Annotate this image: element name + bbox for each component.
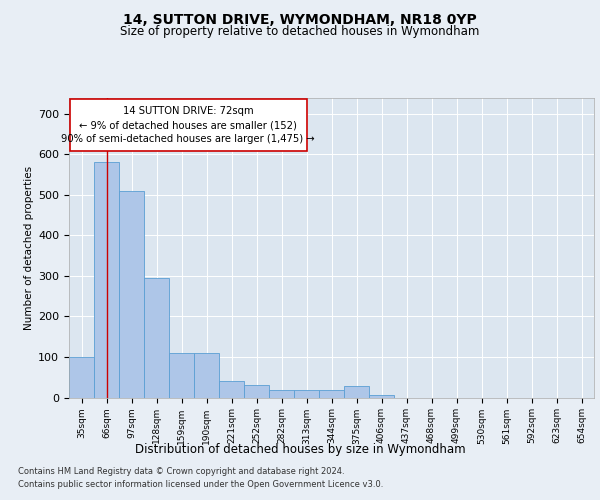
Bar	[244, 386, 269, 398]
Bar	[344, 386, 369, 398]
Bar	[69, 357, 94, 398]
Text: Contains HM Land Registry data © Crown copyright and database right 2024.: Contains HM Land Registry data © Crown c…	[18, 468, 344, 476]
Y-axis label: Number of detached properties: Number of detached properties	[24, 166, 34, 330]
Bar	[269, 390, 294, 398]
Text: Contains public sector information licensed under the Open Government Licence v3: Contains public sector information licen…	[18, 480, 383, 489]
Text: 14 SUTTON DRIVE: 72sqm
← 9% of detached houses are smaller (152)
90% of semi-det: 14 SUTTON DRIVE: 72sqm ← 9% of detached …	[61, 106, 315, 144]
Bar	[119, 190, 144, 398]
Bar	[319, 390, 344, 398]
FancyBboxPatch shape	[70, 99, 307, 151]
Bar	[294, 390, 319, 398]
Bar	[219, 382, 244, 398]
Text: Size of property relative to detached houses in Wymondham: Size of property relative to detached ho…	[121, 25, 479, 38]
Bar	[194, 353, 219, 398]
Bar	[369, 396, 394, 398]
Bar	[94, 162, 119, 398]
Text: Distribution of detached houses by size in Wymondham: Distribution of detached houses by size …	[134, 442, 466, 456]
Bar	[144, 278, 169, 398]
Bar	[169, 353, 194, 398]
Text: 14, SUTTON DRIVE, WYMONDHAM, NR18 0YP: 14, SUTTON DRIVE, WYMONDHAM, NR18 0YP	[123, 12, 477, 26]
